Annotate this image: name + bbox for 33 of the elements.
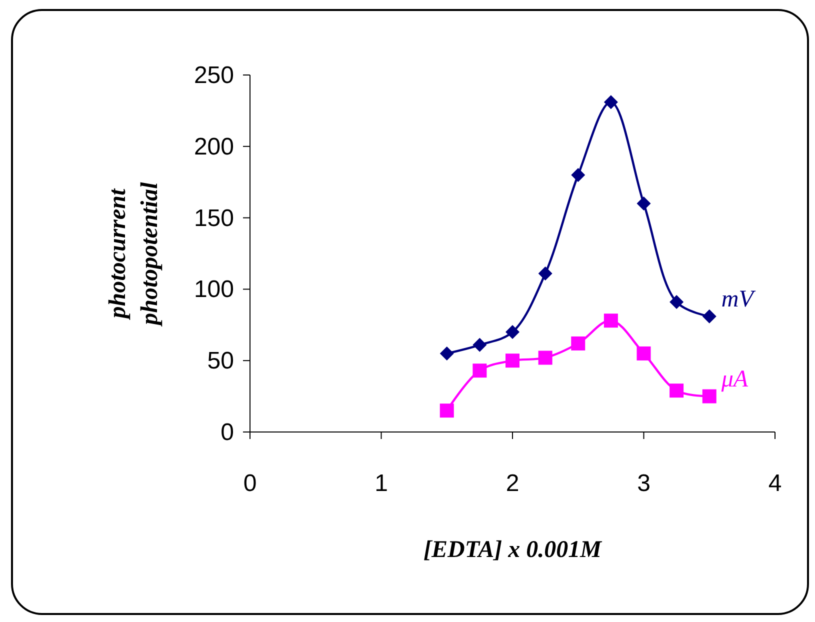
point bbox=[472, 364, 487, 378]
point bbox=[506, 354, 520, 368]
x-axis-title: [EDTA] x 0.001M bbox=[423, 537, 604, 563]
point bbox=[636, 346, 651, 360]
point bbox=[604, 314, 618, 328]
point bbox=[440, 346, 454, 360]
point bbox=[702, 389, 716, 404]
series-label: mV bbox=[721, 286, 756, 312]
point bbox=[472, 338, 487, 352]
point bbox=[571, 336, 586, 350]
y-axis-title: photocurrent photopotential bbox=[105, 182, 163, 327]
y-tick-label: 0 bbox=[220, 419, 234, 446]
point bbox=[604, 95, 618, 110]
x-tick-label: 2 bbox=[506, 470, 520, 497]
x-tick-label: 4 bbox=[768, 470, 782, 497]
point bbox=[670, 384, 684, 398]
x-tick-label: 0 bbox=[243, 470, 257, 497]
x-tick-label: 1 bbox=[374, 470, 388, 497]
y-tick-label: 250 bbox=[194, 62, 234, 89]
point bbox=[506, 325, 520, 340]
point bbox=[702, 309, 716, 324]
y-tick-label: 150 bbox=[194, 204, 234, 232]
series-label: μA bbox=[720, 366, 748, 392]
point bbox=[670, 295, 684, 310]
point bbox=[440, 404, 454, 418]
point bbox=[538, 266, 552, 280]
x-tick-label: 3 bbox=[637, 470, 650, 497]
point bbox=[571, 168, 586, 182]
point bbox=[538, 350, 552, 365]
y-tick-label: 50 bbox=[207, 348, 234, 375]
y-tick-label: 200 bbox=[194, 133, 234, 160]
point bbox=[636, 196, 651, 211]
y-tick-label: 100 bbox=[194, 276, 234, 304]
